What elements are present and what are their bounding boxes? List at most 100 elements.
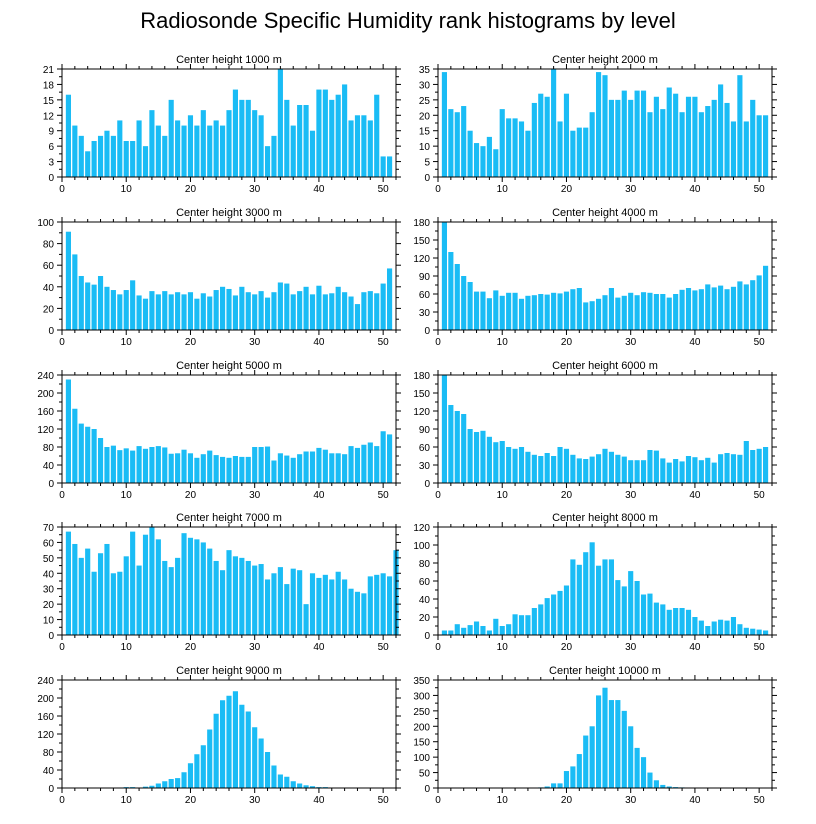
bar xyxy=(448,405,454,483)
bar xyxy=(239,704,245,788)
bar xyxy=(290,781,296,788)
bar xyxy=(679,608,685,635)
bar xyxy=(506,292,512,330)
bar xyxy=(551,69,557,177)
bar xyxy=(551,783,557,788)
bar xyxy=(213,560,219,635)
bar xyxy=(763,115,769,177)
bar xyxy=(322,574,328,635)
x-tick-label: 20 xyxy=(561,337,573,348)
bar xyxy=(329,293,335,330)
bar xyxy=(194,754,200,788)
bar xyxy=(480,291,486,330)
bar xyxy=(65,94,71,177)
bar xyxy=(175,557,181,635)
y-tick-label: 160 xyxy=(37,712,54,723)
x-tick-label: 10 xyxy=(121,184,133,195)
bar xyxy=(207,296,213,330)
bar xyxy=(506,447,512,483)
bar xyxy=(711,99,717,177)
bar xyxy=(763,447,769,483)
bar xyxy=(284,455,290,483)
bar xyxy=(512,614,518,635)
x-tick-label: 20 xyxy=(185,337,197,348)
bar xyxy=(640,292,647,330)
x-tick-label: 50 xyxy=(754,184,766,195)
bar xyxy=(673,294,679,330)
bar xyxy=(181,449,187,483)
y-tick-label: 0 xyxy=(48,479,54,490)
y-tick-label: 0 xyxy=(48,326,54,337)
bar xyxy=(271,460,277,483)
histogram-panel: Center height 10000 m0501001502002503003… xyxy=(413,665,777,806)
y-tick-label: 120 xyxy=(37,730,54,741)
bar xyxy=(653,450,659,483)
bar xyxy=(647,112,653,177)
x-tick-label: 0 xyxy=(435,184,441,195)
y-tick-label: 40 xyxy=(419,595,431,606)
bar xyxy=(284,584,290,635)
bar xyxy=(525,451,531,483)
bar xyxy=(239,557,245,635)
bar xyxy=(264,146,271,177)
bar xyxy=(730,286,737,330)
bar xyxy=(692,617,698,635)
bar xyxy=(506,624,512,635)
bar xyxy=(628,292,634,330)
bar xyxy=(258,447,264,483)
bar xyxy=(692,457,698,483)
bar xyxy=(685,609,692,635)
bar xyxy=(348,446,354,483)
bar xyxy=(175,292,181,330)
bar xyxy=(499,626,505,635)
bar xyxy=(245,292,251,330)
bar xyxy=(461,414,467,483)
bar xyxy=(104,543,110,635)
bar xyxy=(387,576,393,635)
bar xyxy=(354,447,361,483)
bar xyxy=(570,766,576,788)
bar xyxy=(226,695,232,788)
bar xyxy=(544,786,550,788)
bar xyxy=(110,445,116,483)
bar xyxy=(679,112,685,177)
y-tick-label: 120 xyxy=(413,523,430,534)
bar xyxy=(136,565,142,635)
y-tick-label: 30 xyxy=(419,308,431,319)
bar xyxy=(557,293,563,330)
bar xyxy=(486,436,492,483)
bar xyxy=(226,110,232,177)
y-tick-label: 80 xyxy=(43,240,55,251)
bar xyxy=(692,96,698,177)
bar xyxy=(698,289,704,330)
y-tick-label: 60 xyxy=(419,443,431,454)
y-tick-label: 12 xyxy=(43,111,55,122)
bar xyxy=(187,115,194,177)
bar xyxy=(226,457,232,483)
bar xyxy=(647,450,653,483)
bar xyxy=(387,268,393,330)
x-tick-label: 10 xyxy=(121,490,133,501)
bar xyxy=(621,456,627,483)
bar xyxy=(634,460,640,483)
bar xyxy=(213,455,219,483)
bar xyxy=(628,99,634,177)
bar xyxy=(743,441,749,483)
y-tick-label: 3 xyxy=(48,158,54,169)
bar xyxy=(374,94,380,177)
bar xyxy=(252,727,258,788)
bar xyxy=(78,276,84,330)
bar xyxy=(226,550,232,635)
x-tick-label: 20 xyxy=(561,795,573,806)
bar xyxy=(207,125,213,177)
bar xyxy=(506,118,512,177)
bar xyxy=(448,630,454,635)
bar xyxy=(136,295,142,330)
bar xyxy=(589,301,595,330)
y-tick-label: 350 xyxy=(413,676,430,687)
y-tick-label: 60 xyxy=(419,577,431,588)
x-tick-label: 50 xyxy=(754,490,766,501)
bar xyxy=(486,630,492,635)
bar xyxy=(608,700,614,788)
bar xyxy=(200,542,206,635)
